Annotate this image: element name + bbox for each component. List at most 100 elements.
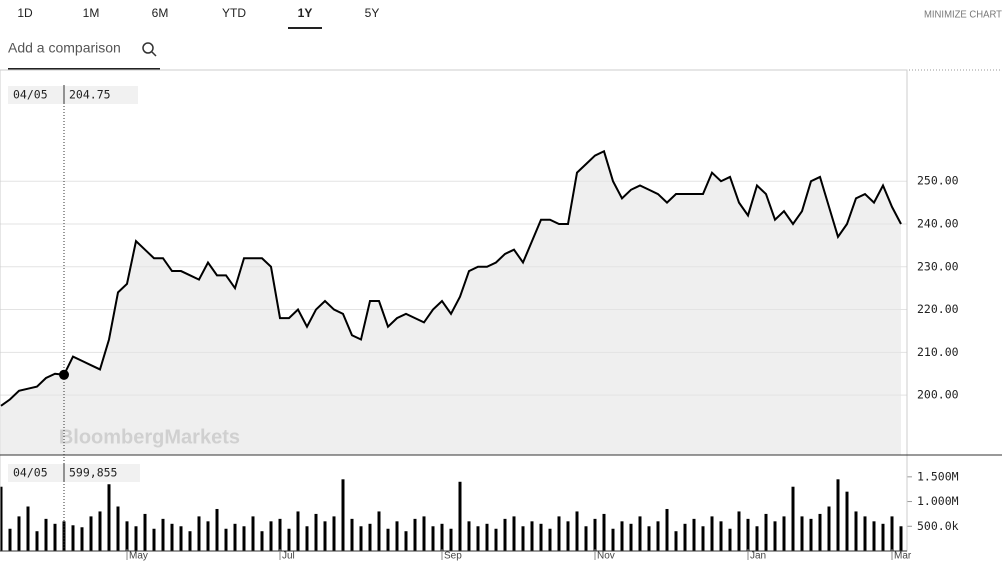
time-tab[interactable]: 1Y — [298, 6, 313, 20]
volume-bar — [692, 518, 696, 551]
volume-bar — [89, 516, 93, 551]
volume-bar — [260, 531, 264, 551]
volume-bar — [278, 518, 282, 551]
volume-bar — [188, 531, 192, 551]
volume-bar — [152, 528, 156, 551]
volume-bar — [494, 528, 498, 551]
search-icon — [151, 51, 157, 57]
crosshair-dot — [59, 369, 69, 380]
y-tick-label: 250.00 — [917, 174, 959, 188]
volume-bar — [251, 516, 255, 551]
crosshair-value: 204.75 — [69, 88, 111, 102]
time-tab[interactable]: YTD — [222, 6, 246, 20]
crosshair-value: 599,855 — [69, 466, 117, 480]
volume-bar — [683, 523, 687, 551]
volume-bar — [728, 528, 732, 551]
volume-bar — [359, 526, 363, 551]
x-tick-label: Nov — [597, 551, 615, 562]
volume-bar — [287, 528, 291, 551]
volume-bar — [431, 526, 435, 551]
time-tab[interactable]: 1M — [83, 6, 100, 20]
minimize-chart[interactable]: MINIMIZE CHART — [924, 10, 1002, 21]
volume-bar — [449, 528, 453, 551]
volume-bar — [350, 518, 354, 551]
volume-bar — [116, 506, 120, 551]
time-tab[interactable]: 5Y — [365, 6, 380, 20]
crosshair-box — [8, 464, 140, 482]
volume-bar — [620, 521, 624, 551]
volume-bar — [404, 531, 408, 551]
volume-bar — [26, 506, 30, 551]
volume-bar — [332, 516, 336, 551]
y-tick-label: 220.00 — [917, 302, 959, 316]
volume-bar — [521, 526, 525, 551]
volume-bar — [62, 521, 66, 551]
volume-bar — [638, 516, 642, 551]
volume-bar — [413, 518, 417, 551]
volume-bar — [665, 508, 669, 551]
volume-bar — [368, 523, 372, 551]
time-tab[interactable]: 6M — [152, 6, 169, 20]
search-input[interactable]: Add a comparison — [8, 40, 121, 56]
area-fill — [1, 151, 901, 455]
volume-bar — [872, 521, 876, 551]
volume-bar — [440, 523, 444, 551]
volume-bar — [17, 516, 21, 551]
volume-bar — [206, 521, 210, 551]
y-tick-label: 500.0k — [917, 519, 959, 533]
volume-bar — [602, 513, 606, 551]
volume-bar — [224, 528, 228, 551]
volume-bar — [512, 516, 516, 551]
volume-bar — [836, 479, 840, 551]
x-tick-label: Sep — [444, 551, 462, 562]
volume-bar — [854, 511, 858, 551]
volume-bar — [485, 523, 489, 551]
volume-bar — [233, 523, 237, 551]
volume-bar — [0, 486, 3, 551]
volume-bar — [746, 518, 750, 551]
volume-bar — [503, 518, 507, 551]
volume-bar — [899, 526, 903, 551]
x-tick-label: Jul — [282, 551, 295, 562]
volume-bar — [53, 523, 57, 551]
volume-bar — [890, 516, 894, 551]
volume-bar — [467, 521, 471, 551]
crosshair-date: 04/05 — [13, 466, 48, 480]
volume-bar — [629, 523, 633, 551]
volume-bar — [476, 526, 480, 551]
volume-bar — [557, 516, 561, 551]
volume-bar — [35, 531, 39, 551]
volume-bar — [791, 486, 795, 551]
volume-bar — [827, 506, 831, 551]
volume-bar — [863, 516, 867, 551]
y-tick-label: 210.00 — [917, 345, 959, 359]
volume-bar — [593, 518, 597, 551]
crosshair-date: 04/05 — [13, 88, 48, 102]
volume-bar — [809, 518, 813, 551]
volume-bar — [701, 526, 705, 551]
volume-bar — [647, 526, 651, 551]
volume-bar — [845, 491, 849, 551]
volume-bar — [125, 521, 129, 551]
volume-bar — [80, 527, 84, 551]
volume-bar — [737, 511, 741, 551]
crosshair-box — [8, 86, 138, 104]
volume-bar — [44, 518, 48, 551]
volume-bar — [710, 516, 714, 551]
time-tab[interactable]: 1D — [17, 6, 33, 20]
volume-bar — [566, 521, 570, 551]
x-tick-label: Jan — [750, 551, 766, 562]
volume-bar — [215, 508, 219, 551]
x-tick-label: May — [129, 551, 148, 562]
volume-bar — [755, 526, 759, 551]
volume-bar — [107, 484, 111, 551]
volume-bar — [161, 518, 165, 551]
volume-bar — [611, 528, 615, 551]
volume-bar — [98, 511, 102, 551]
search-icon[interactable] — [142, 42, 154, 54]
volume-bar — [242, 526, 246, 551]
volume-bar — [584, 526, 588, 551]
x-tick-label: Mar — [894, 551, 912, 562]
